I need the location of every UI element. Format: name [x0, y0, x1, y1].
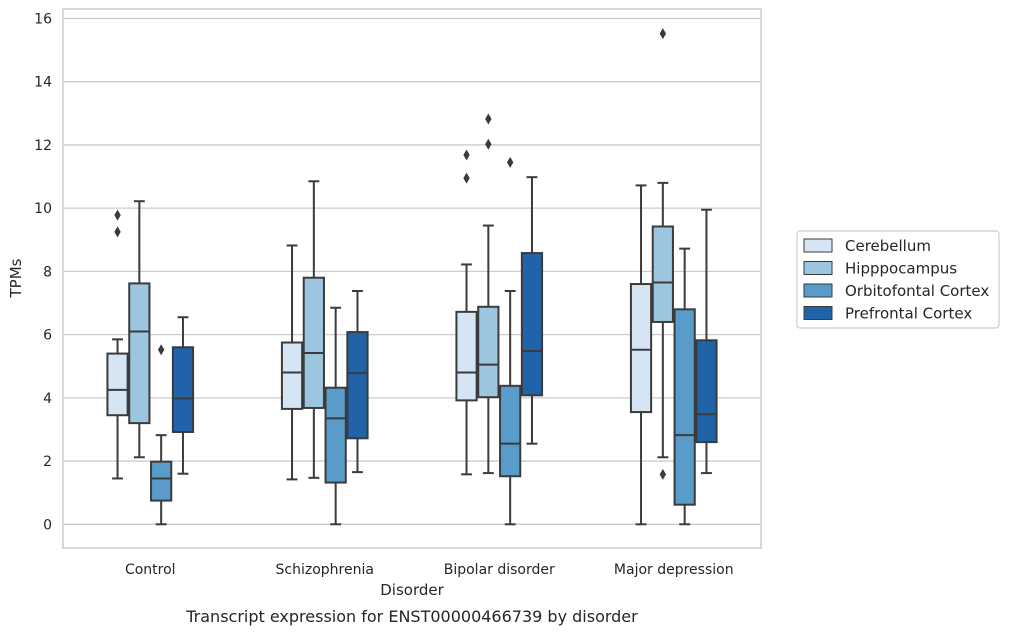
box-body	[106, 352, 129, 417]
box-0-3	[171, 316, 195, 475]
box-0-2	[150, 344, 173, 526]
box-1-0	[280, 244, 304, 481]
outlier-point	[485, 113, 492, 125]
y-tick-label: 4	[43, 391, 52, 407]
box-1-2	[324, 306, 347, 526]
box-body	[651, 225, 674, 323]
outlier-point	[114, 209, 121, 221]
box-3-1	[651, 28, 674, 480]
box-3-2	[673, 247, 696, 526]
x-tick-label: Major depression	[614, 562, 734, 578]
box-body	[150, 460, 173, 502]
x-axis-title: Disorder	[380, 581, 444, 599]
box-body	[324, 386, 347, 484]
outlier-point	[485, 138, 492, 150]
box-1-3	[346, 289, 369, 474]
legend-swatch	[803, 306, 833, 320]
legend-label: Cerebellum	[845, 237, 931, 255]
box-2-2	[499, 156, 522, 526]
boxes	[106, 28, 718, 526]
box-body	[302, 276, 325, 409]
box-body	[520, 252, 544, 397]
legend-frame	[796, 230, 1000, 329]
chart-caption: Transcript expression for ENST0000046673…	[185, 607, 638, 626]
outlier-point	[659, 28, 667, 40]
y-tick-label: 0	[43, 517, 52, 533]
outlier-point	[659, 468, 667, 480]
outlier-point	[114, 226, 121, 238]
x-tick-label: Schizophrenia	[276, 562, 374, 578]
box-body	[280, 341, 304, 410]
box-body	[695, 339, 718, 444]
legend-swatch	[803, 238, 833, 253]
x-tick-labels: Control Schizophrenia Bipolar disorder Majo…	[125, 562, 734, 578]
box-body	[128, 282, 151, 425]
box-3-3	[695, 208, 718, 475]
box-body	[673, 308, 696, 506]
box-body	[455, 310, 478, 402]
legend-swatch	[803, 283, 833, 298]
y-tick-label: 10	[34, 201, 52, 217]
y-tick-labels: 0 2 4 6 8 10 12 14 16	[34, 11, 52, 533]
y-tick-label: 6	[43, 328, 52, 344]
box-body	[171, 346, 195, 433]
box-0-0	[106, 209, 129, 480]
box-0-1	[128, 200, 151, 459]
legend-label: Orbitofontal Cortex	[845, 282, 989, 300]
plot-frame	[62, 8, 762, 549]
outlier-point	[463, 172, 470, 184]
x-tick-label: Bipolar disorder	[444, 562, 555, 578]
box-2-1	[477, 113, 500, 475]
outlier-point	[506, 156, 514, 168]
box-3-0	[629, 184, 653, 526]
legend-label: Prefrontal Cortex	[845, 305, 972, 323]
box-2-0	[455, 149, 478, 476]
box-body	[629, 283, 653, 414]
y-tick-label: 8	[43, 264, 52, 280]
box-2-3	[520, 176, 544, 445]
x-tick-label: Control	[125, 562, 176, 578]
legend-label: Hipppocampus	[845, 260, 957, 278]
legend: Cerebellum Hipppocampus Orbitofontal Corte…	[796, 230, 1000, 329]
outlier-point	[463, 149, 470, 161]
y-tick-label: 14	[34, 75, 52, 91]
box-body	[477, 305, 500, 399]
box-body	[346, 331, 369, 440]
y-axis-title: TPMs	[7, 258, 25, 298]
y-tick-label: 12	[34, 138, 52, 154]
outlier-point	[157, 344, 165, 356]
legend-swatch	[803, 261, 833, 275]
box-1-1	[302, 180, 325, 479]
y-tick-label: 16	[34, 11, 52, 27]
y-tick-label: 2	[43, 454, 52, 470]
box-body	[499, 384, 522, 478]
